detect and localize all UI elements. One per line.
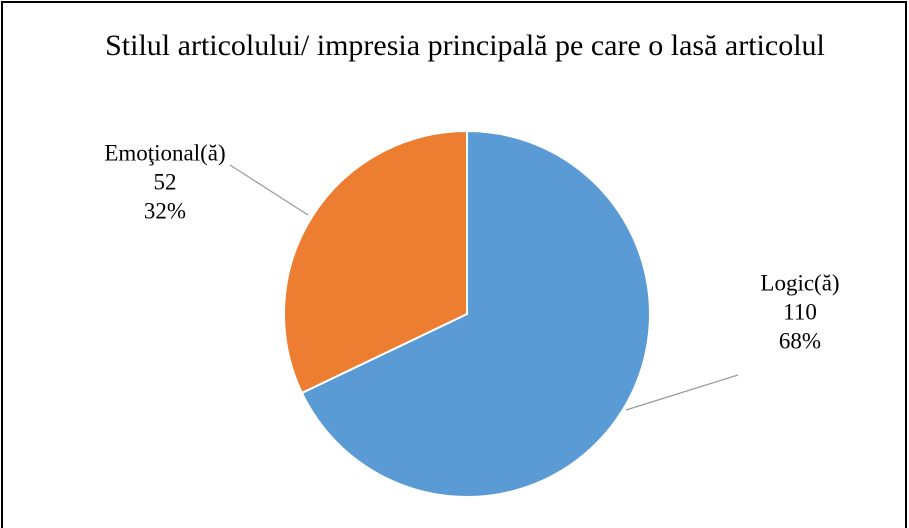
- slice-percent: 68%: [779, 328, 821, 353]
- leader-line: [229, 164, 309, 216]
- slice-value: 52: [154, 169, 177, 194]
- slice-percent: 32%: [144, 198, 186, 223]
- pie-slice: [300, 129, 651, 498]
- pie-slice: [283, 129, 468, 395]
- chart-title: Stilul articolului/ impresia principală …: [105, 29, 825, 62]
- slice-label: Emoţional(ă): [104, 140, 225, 165]
- leader-line: [625, 374, 739, 411]
- slice-value: 110: [783, 299, 817, 324]
- slice-label: Logic(ă): [760, 270, 839, 295]
